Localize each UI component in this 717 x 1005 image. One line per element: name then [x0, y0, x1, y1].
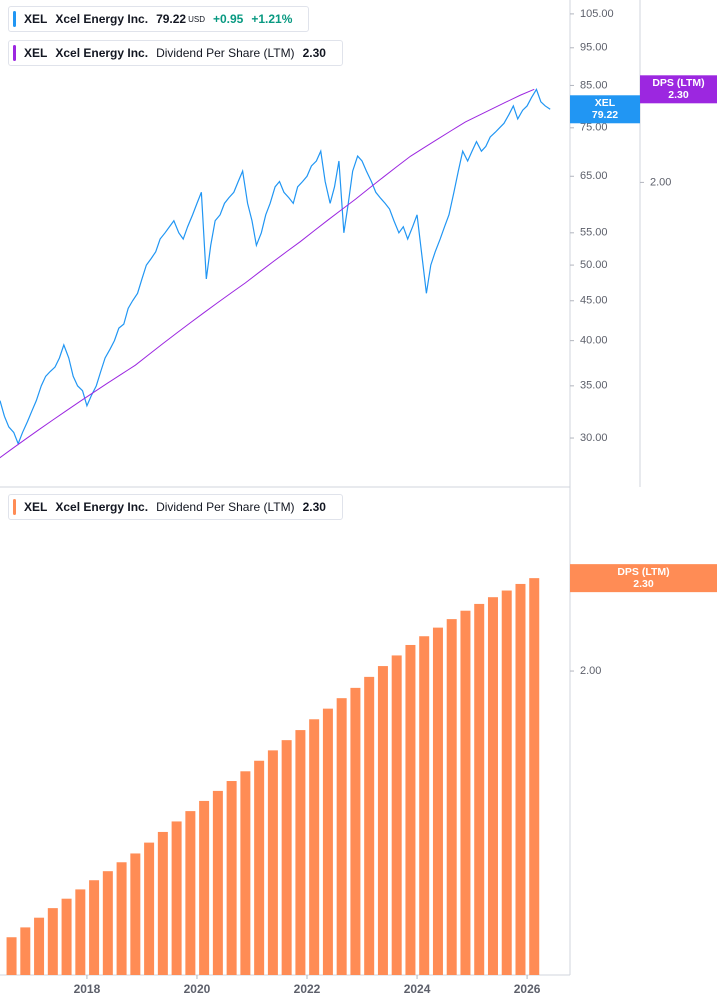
x-tick-label: 2024	[404, 982, 431, 996]
legend: XEL Xcel Energy Inc. 79.22 USD +0.95 +1.…	[8, 6, 310, 32]
bar	[295, 730, 306, 975]
bar	[130, 853, 141, 975]
legend-change: +0.95	[212, 12, 244, 26]
bar	[20, 927, 31, 975]
y-tick-label: 55.00	[580, 227, 608, 239]
bar	[419, 636, 430, 975]
bar	[432, 627, 443, 975]
badge-value: 2.30	[668, 89, 689, 101]
bar	[460, 610, 471, 975]
bar	[446, 619, 457, 975]
bar	[185, 811, 196, 975]
legend-change-percent: +1.21%	[251, 12, 293, 26]
bar	[116, 862, 127, 975]
x-tick-label: 2020	[184, 982, 211, 996]
legend-swatch	[13, 499, 16, 515]
bar	[226, 781, 237, 975]
bar	[89, 880, 100, 975]
legend-symbol: XEL	[24, 12, 48, 26]
bar	[529, 578, 540, 975]
bar	[405, 644, 416, 975]
legend-company: Xcel Energy Inc.	[55, 12, 149, 26]
bar	[377, 666, 388, 975]
x-tick-label: 2022	[294, 982, 321, 996]
bar	[391, 655, 402, 975]
badge-label: DPS (LTM)	[617, 566, 669, 578]
bar	[267, 750, 278, 975]
bar	[102, 871, 113, 975]
bar	[75, 889, 86, 975]
bar	[61, 898, 72, 975]
y-tick-label: 45.00	[580, 295, 608, 307]
legend-value: 2.30	[302, 500, 326, 514]
bar	[171, 821, 182, 975]
price-badge	[570, 95, 640, 124]
y-tick-label: 35.00	[580, 380, 608, 392]
bar	[350, 687, 361, 975]
legend: XEL Xcel Energy Inc. Dividend Per Share …	[8, 40, 343, 66]
legend-swatch	[13, 45, 16, 61]
y-tick-label: 95.00	[580, 42, 608, 54]
badge-label: DPS (LTM)	[652, 77, 704, 89]
badge-label: XEL	[595, 97, 616, 109]
legend-value: 79.22	[156, 12, 187, 26]
legend-currency: USD	[188, 14, 205, 24]
legend-series-name: Dividend Per Share (LTM)	[156, 46, 295, 60]
bar	[6, 937, 17, 975]
legend-series-name: Dividend Per Share (LTM)	[156, 500, 295, 514]
bar	[212, 790, 223, 975]
bar	[240, 771, 251, 975]
series-line	[0, 88, 551, 446]
badge-value: 79.22	[592, 109, 618, 121]
bar	[322, 708, 333, 975]
x-tick-label: 2026	[514, 982, 541, 996]
bar	[364, 676, 375, 975]
bar	[281, 740, 292, 975]
bar	[501, 590, 512, 975]
y-tick-label: 65.00	[580, 170, 608, 182]
y-tick-label: 30.00	[580, 432, 608, 444]
legend-company: Xcel Energy Inc.	[55, 46, 149, 60]
badge-value: 2.30	[633, 578, 654, 590]
bar	[336, 698, 347, 975]
legend-company: Xcel Energy Inc.	[55, 500, 149, 514]
y-tick-label: 40.00	[580, 335, 608, 347]
bar	[144, 842, 155, 975]
y-tick-label: 85.00	[580, 79, 608, 91]
y-tick-label: 2.00	[650, 176, 671, 188]
y-tick-label: 50.00	[580, 259, 608, 271]
bar	[254, 760, 265, 975]
bar	[34, 917, 45, 975]
legend: XEL Xcel Energy Inc. Dividend Per Share …	[8, 494, 343, 520]
y-tick-label: 2.00	[580, 665, 601, 677]
legend-symbol: XEL	[24, 500, 48, 514]
bar	[474, 603, 485, 975]
x-tick-label: 2018	[74, 982, 101, 996]
y-tick-label: 75.00	[580, 122, 608, 134]
legend-swatch	[13, 11, 16, 27]
bar	[487, 597, 498, 975]
bar	[157, 831, 168, 975]
price-badge	[570, 564, 717, 593]
legend-symbol: XEL	[24, 46, 48, 60]
bar	[515, 583, 526, 975]
legend-value: 2.30	[302, 46, 326, 60]
bar	[199, 800, 210, 975]
y-tick-label: 105.00	[580, 8, 614, 20]
bar	[309, 719, 320, 975]
bar	[47, 908, 58, 975]
series-line	[0, 88, 535, 459]
price-badge	[640, 75, 717, 104]
